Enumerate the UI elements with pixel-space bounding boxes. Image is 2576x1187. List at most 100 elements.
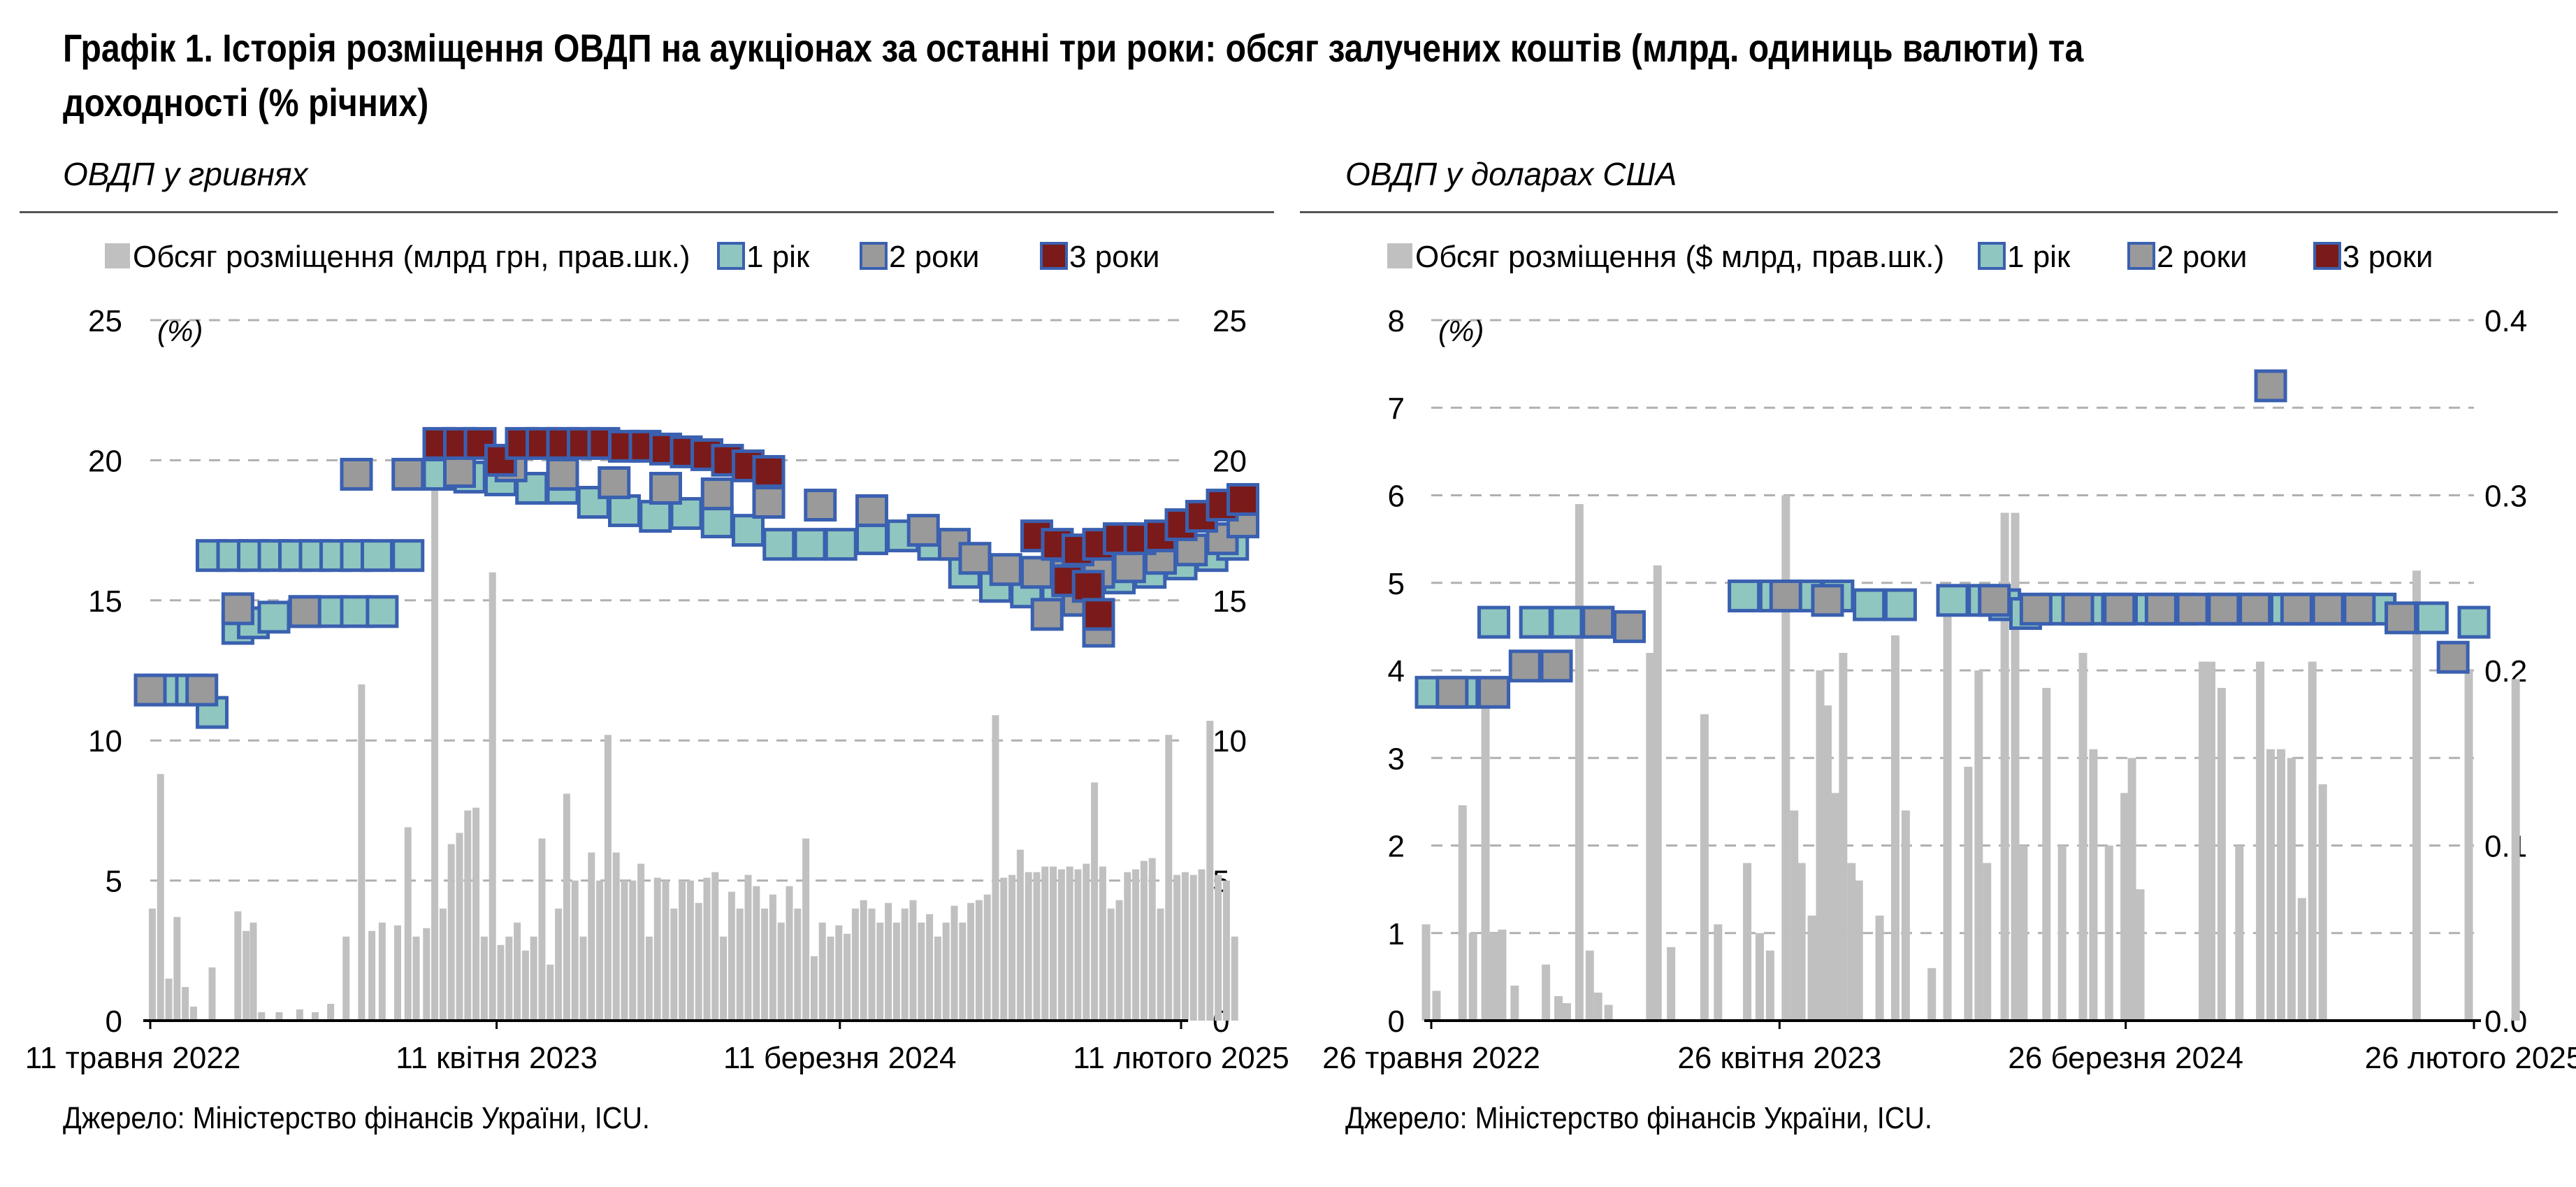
p2-volume-bar (1781, 495, 1790, 1021)
p1-x-tick-label: 11 квітня 2023 (396, 1041, 598, 1075)
p2-volume-bar (1890, 635, 1900, 1021)
p2-y-tick-left: 8 (1388, 304, 1405, 338)
p2-volume-bar (1562, 1002, 1571, 1021)
p1-volume-bar (992, 715, 999, 1021)
p1-y-tick-left: 20 (88, 444, 122, 478)
p2-volume-bar (1983, 863, 1992, 1021)
p1-volume-bar (378, 922, 386, 1021)
p2-marker-1yr (1550, 605, 1584, 639)
p2-volume-bar (1667, 947, 1676, 1021)
p1-volume-bar (547, 964, 554, 1021)
p1-volume-bar (934, 936, 941, 1021)
p2-marker-2yr (1978, 584, 2011, 617)
p1-volume-bar (394, 925, 401, 1021)
p2-volume-bar (1646, 652, 1655, 1021)
p1-marker-1yr (366, 595, 399, 628)
p1-y-tick-right: 25 (1213, 304, 1247, 338)
p2-volume-bar (1489, 933, 1498, 1021)
p1-volume-bar (892, 922, 900, 1021)
p1-marker-2yr (700, 477, 734, 510)
p2-y-tick-left: 7 (1388, 391, 1405, 426)
p1-volume-bar (456, 833, 463, 1021)
p2-volume-bar (1585, 950, 1594, 1021)
p2-volume-bar (2120, 793, 2129, 1021)
p1-volume-bar (844, 933, 851, 1021)
p1-marker-2yr (752, 486, 786, 519)
p2-volume-bar (2042, 688, 2051, 1021)
p1-volume-bar (1025, 872, 1032, 1021)
p1-volume-bar (555, 908, 563, 1021)
p1-volume-bar (1132, 869, 1140, 1021)
p2-volume-bar (2235, 845, 2244, 1021)
p1-marker-1yr (257, 600, 291, 634)
p1-volume-bar (182, 986, 189, 1021)
p2-y-tick-left: 3 (1388, 742, 1405, 776)
p2-volume-bar (1468, 933, 1477, 1021)
p2-volume-bar (1797, 863, 1806, 1021)
p1-marker-3yr (1082, 598, 1115, 631)
p2-marker-2yr (1540, 649, 1573, 683)
p2-volume-bar (2464, 670, 2473, 1021)
p1-volume-bar (1107, 908, 1115, 1021)
p1-volume-bar (563, 793, 570, 1021)
p1-volume-bar (736, 908, 744, 1021)
p1-volume-bar (1008, 875, 1016, 1021)
p2-marker-2yr (2436, 640, 2470, 674)
p1-marker-3yr (463, 426, 497, 460)
p2-volume-bar (2011, 512, 2020, 1021)
p1-volume-bar (695, 902, 702, 1021)
p2-marker-2yr (2238, 592, 2272, 626)
p1-marker-2yr (443, 454, 476, 488)
p2-y-tick-left: 0 (1388, 1005, 1405, 1039)
p2-volume-bar (2276, 749, 2285, 1021)
p1-volume-bar (720, 936, 728, 1021)
p2-volume-bar (1755, 933, 1764, 1021)
p1-volume-bar (472, 807, 480, 1021)
p1-volume-bar (1074, 869, 1082, 1021)
p2-volume-bar (2019, 845, 2028, 1021)
p1-y-tick-left: 5 (106, 865, 122, 899)
p1-marker-3yr (1071, 570, 1105, 603)
p2-marker-2yr (2280, 592, 2313, 626)
p1-volume-bar (1148, 858, 1156, 1021)
p2-volume-bar (1816, 670, 1825, 1021)
p1-volume-bar (860, 900, 867, 1021)
p2-volume-bar (2136, 889, 2145, 1021)
p1-volume-bar (447, 844, 455, 1021)
p1-volume-bar (173, 916, 181, 1021)
p1-marker-2yr (958, 542, 992, 575)
p1-volume-bar (514, 922, 521, 1021)
p2-volume-bar (1831, 793, 1840, 1021)
p1-volume-bar (769, 894, 776, 1021)
p1-marker-2yr (855, 494, 888, 528)
p2-volume-bar (2412, 570, 2421, 1021)
p1-volume-bar (464, 810, 472, 1021)
p2-y-tick-left: 1 (1388, 917, 1405, 951)
p1-volume-bar (296, 1009, 303, 1021)
p2-marker-1yr (1853, 588, 1886, 621)
p2-volume-bar (2308, 661, 2317, 1021)
p1-volume-bar (1041, 866, 1049, 1021)
p1-marker-2yr (649, 471, 682, 505)
p1-volume-bar (885, 902, 892, 1021)
p1-legend-swatch (1040, 242, 1068, 270)
p2-marker-2yr (1811, 584, 1844, 617)
p2-marker-2yr (1477, 675, 1511, 709)
p1-volume-bar (983, 894, 991, 1021)
p2-volume-bar (1743, 863, 1752, 1021)
p1-volume-bar (1057, 869, 1065, 1021)
p2-y-tick-right: 0.3 (2484, 480, 2527, 514)
p2-volume-bar (1432, 991, 1441, 1021)
p1-volume-bar (918, 922, 925, 1021)
p2-legend-swatch (1978, 242, 2006, 270)
p1-volume-bar (679, 880, 686, 1021)
p1-volume-bar (1231, 936, 1238, 1021)
page-title: Графік 1. Історія розміщення ОВДП на аук… (63, 26, 2084, 124)
p1-unit-label: (%) (157, 315, 203, 347)
p2-legend-label: 1 рік (2007, 240, 2071, 274)
p1-volume-bar (571, 880, 579, 1021)
p2-legend-swatch (1387, 243, 1412, 268)
p2-volume-bar (2297, 898, 2306, 1021)
p2-volume-bar (1847, 863, 1856, 1021)
